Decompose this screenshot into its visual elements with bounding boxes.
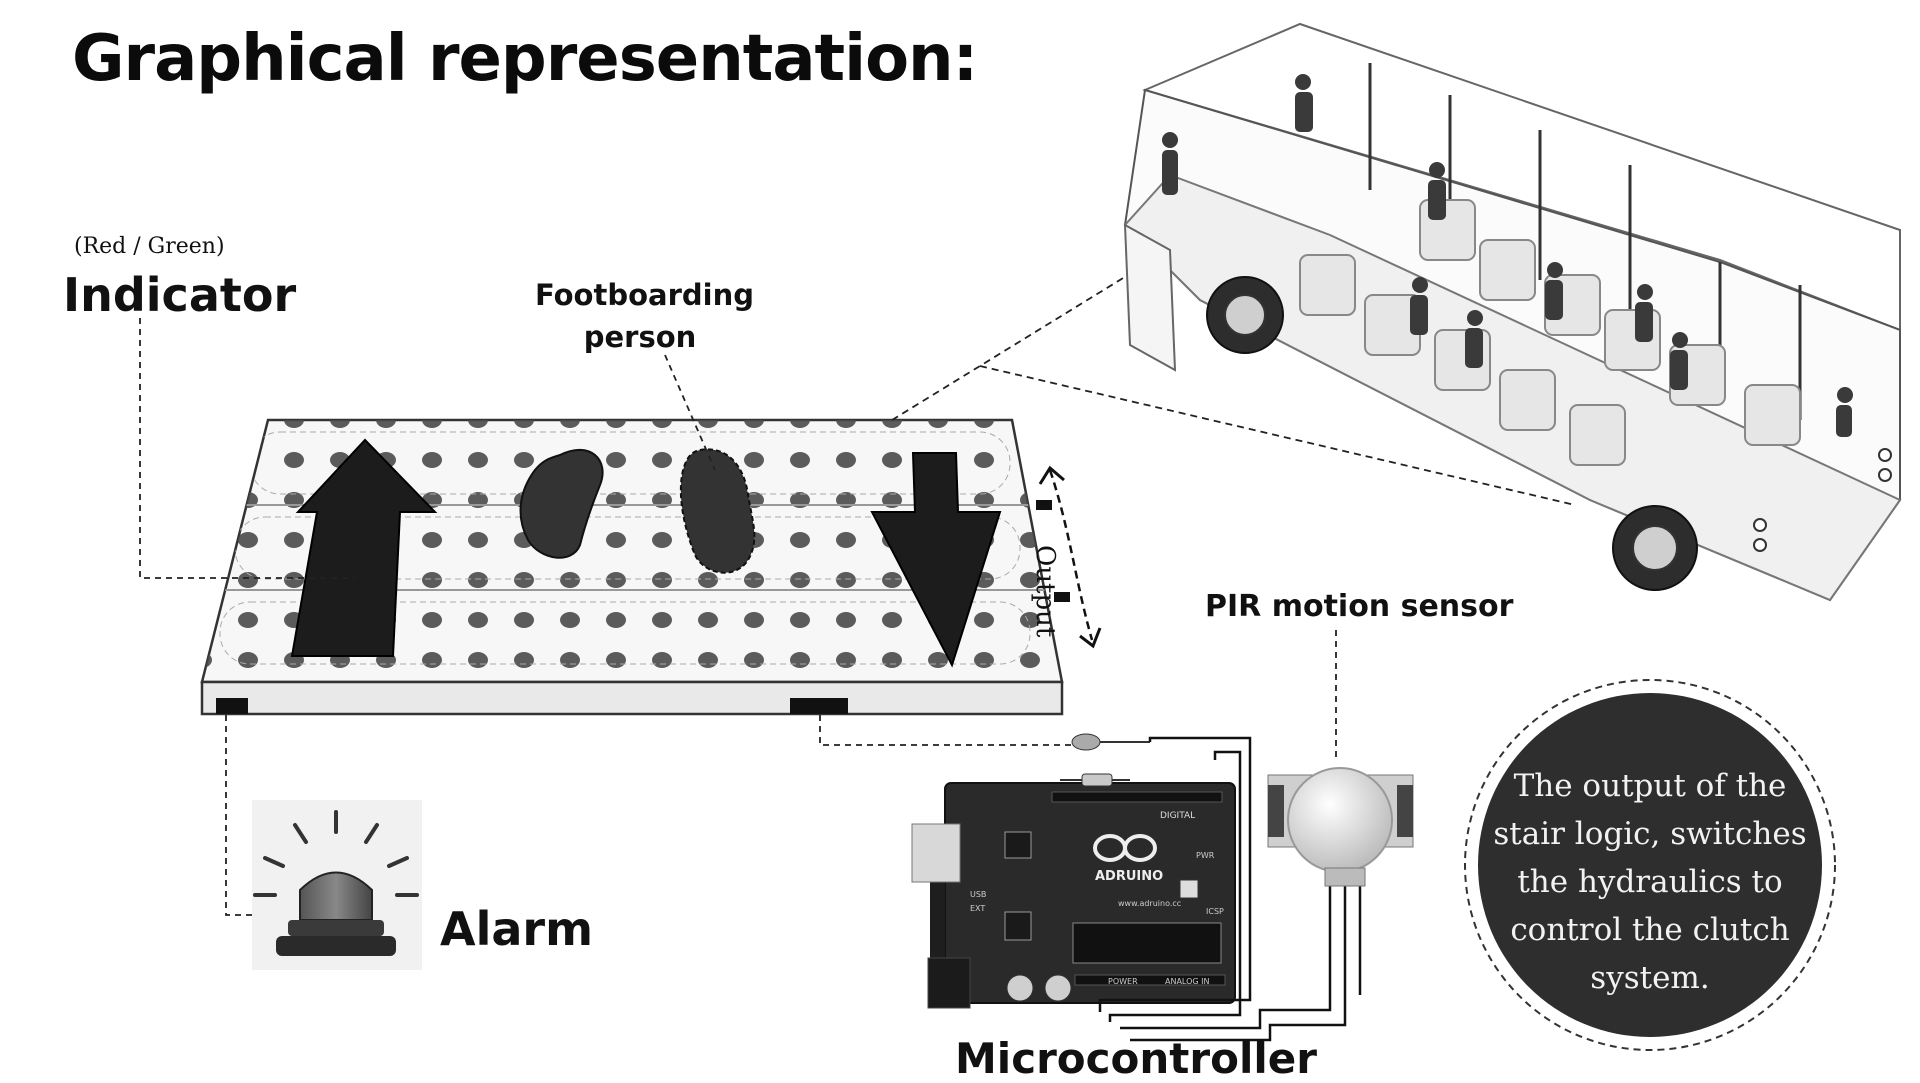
alarm-leader xyxy=(225,715,272,916)
board-digital: DIGITAL xyxy=(1160,811,1195,821)
alarm-beacon-icon xyxy=(252,800,422,970)
footboarding-label-line2: person xyxy=(583,320,697,354)
pir-sensor xyxy=(1267,767,1414,887)
footprint-left-icon xyxy=(519,448,604,559)
board-power: POWER xyxy=(1108,977,1138,986)
info-line-1: The output of the xyxy=(1513,768,1787,804)
alarm-label: Alarm xyxy=(440,902,594,956)
power-jack xyxy=(927,957,971,1009)
info-circle xyxy=(1478,693,1822,1037)
footboarding-label-line1: Footboarding xyxy=(535,278,755,312)
down-arrow-icon xyxy=(870,452,1002,668)
bus-illustration xyxy=(1123,22,1902,602)
usb-port xyxy=(911,823,961,883)
page-title: Graphical representation: xyxy=(72,22,978,96)
info-line-2: stair logic, switches xyxy=(1493,816,1807,852)
microcontroller-board: ADRUINO DIGITAL www.adruino.cc POWER ANA… xyxy=(911,733,1236,1009)
sensor-leader xyxy=(819,715,1075,746)
indicator-sub-label: (Red / Green) xyxy=(74,234,225,259)
board-icsp: ICSP xyxy=(1206,907,1224,916)
pir-label: PIR motion sensor xyxy=(1205,589,1514,624)
output-pin-bottom xyxy=(1054,592,1070,602)
resistor-icon xyxy=(1081,773,1113,787)
zoom-line-top xyxy=(891,239,1186,421)
board-analog: ANALOG IN xyxy=(1165,977,1210,986)
info-line-3: the hydraulics to xyxy=(1517,864,1783,900)
board-pwr: PWR xyxy=(1196,851,1215,860)
output-arrow xyxy=(1038,465,1102,649)
zoom-line-bottom xyxy=(979,365,1576,506)
reset-button xyxy=(1179,879,1199,899)
footboarding-leader xyxy=(664,354,716,471)
mcu-chip xyxy=(1072,922,1222,964)
board-brand: ADRUINO xyxy=(1095,869,1163,884)
sensor-wires xyxy=(1098,736,1362,1042)
plate-edge xyxy=(200,680,1064,716)
microcontroller-label: Microcontroller xyxy=(955,1034,1317,1083)
sensor-connector xyxy=(790,698,848,714)
indicator-label: Indicator xyxy=(63,268,297,322)
footprint-right-icon xyxy=(679,448,756,574)
output-pin-top xyxy=(1036,500,1052,510)
pir-dome-icon xyxy=(1287,767,1393,873)
board-ext: EXT xyxy=(970,904,985,913)
alarm-connector xyxy=(216,698,248,714)
info-line-5: system. xyxy=(1590,960,1710,996)
led-icon xyxy=(1071,733,1101,751)
info-circle-text: The output of the stair logic, switches … xyxy=(1490,762,1810,1002)
output-label: Output xyxy=(1030,545,1060,638)
info-line-4: control the clutch xyxy=(1510,912,1790,948)
board-usb: USB xyxy=(970,890,986,899)
up-arrow-icon xyxy=(290,438,438,657)
board-url: www.adruino.cc xyxy=(1118,899,1181,908)
footboarding-label: Footboarding person xyxy=(535,274,755,358)
